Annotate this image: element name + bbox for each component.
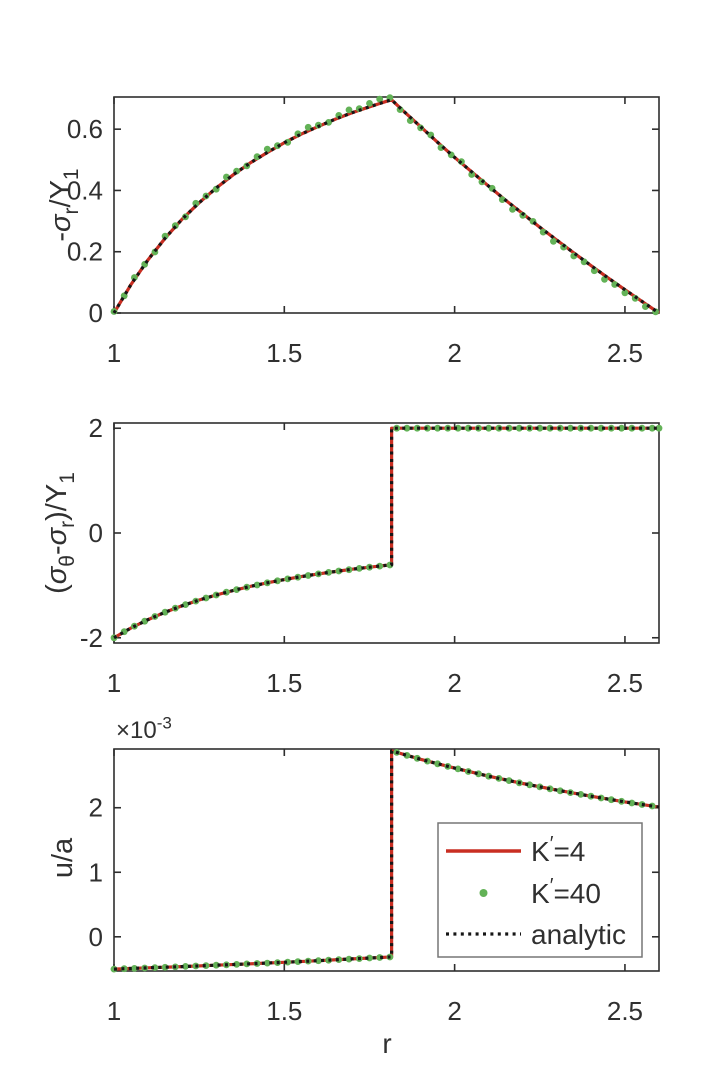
series-analytic-dotted bbox=[113, 426, 659, 640]
y-axis-label: (σθ-σr)/Y1 bbox=[41, 472, 79, 594]
y-tick-label: 0.6 bbox=[67, 114, 103, 144]
y-tick-label: 0.2 bbox=[67, 237, 103, 267]
x-tick-label: 2 bbox=[447, 996, 461, 1026]
x-tick-label: 1.5 bbox=[266, 668, 302, 698]
subplot-displacement: 1 1.5 2 2.5 0 1 2 u/a ×10-3 r bbox=[47, 713, 660, 1059]
y-tick-label: 2 bbox=[89, 413, 103, 443]
legend: K′=4 K′=40 analytic bbox=[437, 822, 643, 958]
y-tick-label: 2 bbox=[89, 793, 103, 823]
x-tick-label: 2.5 bbox=[607, 668, 643, 698]
y-tick-label: 0 bbox=[89, 922, 103, 952]
x-tick-label: 2 bbox=[447, 668, 461, 698]
y-tick-label: -2 bbox=[80, 623, 103, 653]
series-group bbox=[110, 749, 660, 973]
legend-box bbox=[437, 822, 643, 958]
x-tick-label: 1.5 bbox=[266, 338, 302, 368]
y-axis-label: -σr/Y1 bbox=[45, 168, 83, 241]
legend-label: K′=40 bbox=[531, 875, 601, 909]
subplot-radial-stress: 1 1.5 2 2.5 0 0.2 0.4 0.6 -σr/Y1 bbox=[45, 94, 660, 368]
axes-box bbox=[113, 748, 660, 972]
y-tick-label: 1 bbox=[89, 857, 103, 887]
y-axis-label: u/a bbox=[47, 837, 79, 878]
y-tick-label: 0.4 bbox=[67, 175, 103, 205]
series-K40-dots bbox=[110, 94, 659, 316]
axis-exponent-label: ×10-3 bbox=[116, 713, 172, 744]
y-tick-label: 0 bbox=[89, 518, 103, 548]
x-tick-label: 2.5 bbox=[607, 338, 643, 368]
axes-box bbox=[113, 96, 660, 314]
legend-item-K40: K′=40 bbox=[479, 875, 601, 909]
y-tick-label: 0 bbox=[89, 298, 103, 328]
legend-label: K′=4 bbox=[531, 833, 585, 867]
subplot-stress-difference: 1 1.5 2 2.5 -2 0 2 (σθ-σr)/Y1 bbox=[41, 413, 663, 698]
legend-label: analytic bbox=[531, 919, 626, 950]
x-axis-label: r bbox=[382, 1028, 391, 1059]
legend-item-analytic: analytic bbox=[446, 919, 626, 950]
x-tick-label: 1 bbox=[107, 338, 121, 368]
x-tick-label: 1 bbox=[107, 996, 121, 1026]
x-tick-label: 2 bbox=[447, 338, 461, 368]
series-group bbox=[110, 424, 663, 642]
series-group bbox=[110, 94, 660, 316]
series-analytic-dotted bbox=[112, 98, 660, 315]
series-K4-line bbox=[113, 426, 659, 640]
legend-dot-sample bbox=[479, 889, 488, 897]
axes-box bbox=[113, 422, 660, 644]
x-tick-label: 2.5 bbox=[607, 996, 643, 1026]
x-tick-label: 1 bbox=[107, 668, 121, 698]
series-analytic-dotted bbox=[113, 749, 660, 971]
x-tick-label: 1.5 bbox=[266, 996, 302, 1026]
series-K40-dots bbox=[110, 424, 663, 642]
legend-item-K4: K′=4 bbox=[446, 833, 585, 867]
